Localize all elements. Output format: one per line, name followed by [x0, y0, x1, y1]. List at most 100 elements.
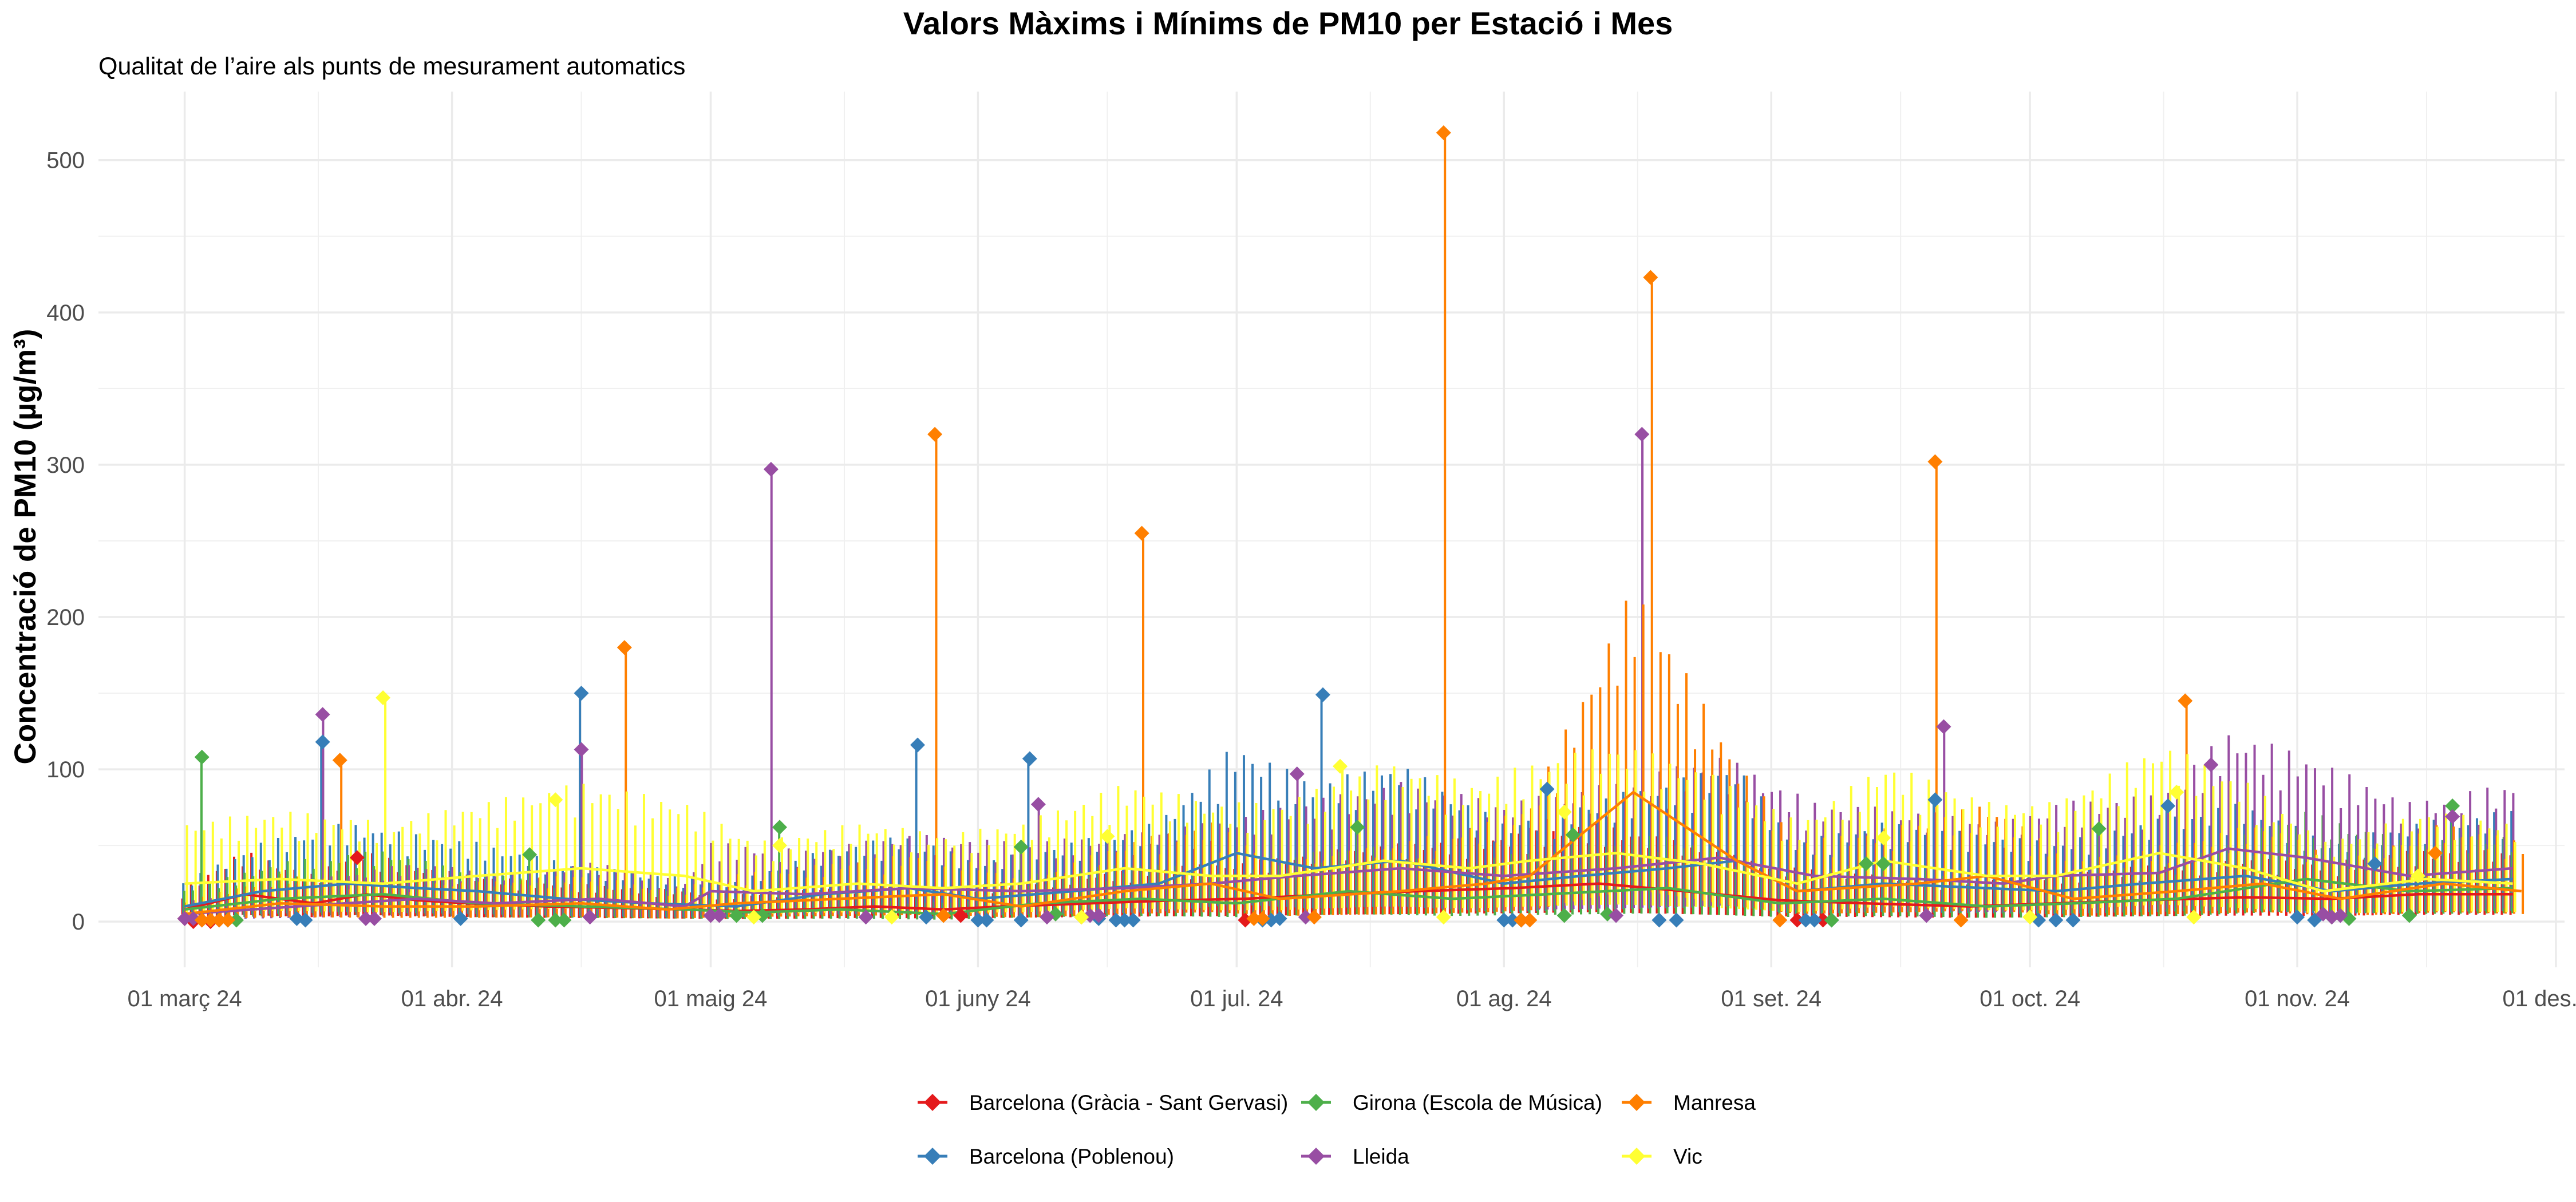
- marker-manresa: [1306, 910, 1322, 925]
- marker-lleida: [858, 910, 874, 925]
- marker-lleida: [1289, 766, 1305, 782]
- marker-manresa: [1134, 525, 1149, 541]
- marker-vic: [884, 910, 899, 925]
- marker-lleida: [1298, 910, 1313, 925]
- marker-manresa: [1953, 912, 1969, 928]
- marker-manresa: [1514, 912, 1529, 928]
- marker-barcelona-poblenou: [574, 686, 589, 701]
- marker-barcelona-poblenou: [970, 912, 986, 928]
- marker-manresa: [211, 912, 227, 928]
- marker-girona-escola-de-musica: [1824, 912, 1839, 928]
- marker-lleida: [1030, 797, 1046, 812]
- marker-lleida: [358, 911, 373, 926]
- marker-manresa: [1436, 125, 1451, 140]
- marker-lleida: [2445, 809, 2460, 824]
- marker-girona-escola-de-musica: [1858, 856, 1874, 872]
- marker-vic: [772, 838, 787, 853]
- marker-barcelona-poblenou: [1652, 912, 1667, 928]
- legend-item: Barcelona (Gràcia - Sant Gervasi): [918, 1091, 1288, 1114]
- marker-barcelona-gracia-sant-gervasi: [1815, 912, 1831, 928]
- marker-lleida: [2203, 757, 2219, 773]
- marker-barcelona-poblenou: [910, 737, 925, 753]
- marker-barcelona-poblenou: [2367, 856, 2383, 872]
- y-tick-label: 300: [46, 453, 85, 478]
- legend-label: Manresa: [1673, 1091, 1756, 1114]
- marker-barcelona-gracia-sant-gervasi: [953, 908, 969, 923]
- legend-item: Manresa: [1622, 1091, 1756, 1114]
- marker-barcelona-poblenou: [979, 912, 994, 928]
- marker-barcelona-poblenou: [453, 911, 468, 926]
- marker-barcelona-poblenou: [1505, 912, 1520, 928]
- series-line-vic: [184, 852, 2513, 893]
- marker-vic: [1100, 829, 1115, 844]
- y-tick-label: 400: [46, 300, 85, 326]
- legend-label: Vic: [1673, 1145, 1702, 1168]
- marker-lleida: [574, 742, 589, 757]
- marker-girona-escola-de-musica: [1350, 820, 1365, 835]
- marker-manresa: [617, 640, 632, 655]
- marker-girona-escola-de-musica: [1565, 827, 1581, 843]
- marker-lleida: [763, 461, 779, 477]
- y-tick-label: 0: [72, 910, 85, 935]
- marker-girona-escola-de-musica: [229, 912, 244, 928]
- marker-manresa: [2428, 845, 2443, 861]
- legend-label: Barcelona (Poblenou): [969, 1145, 1174, 1168]
- marker-girona-escola-de-musica: [2091, 821, 2107, 836]
- marker-lleida: [712, 908, 727, 923]
- marker-lleida: [703, 908, 718, 923]
- marker-girona-escola-de-musica: [772, 820, 787, 835]
- series-line-manresa: [184, 790, 2522, 916]
- x-tick-label: 01 des. 24: [2503, 986, 2576, 1011]
- legend: Barcelona (Gràcia - Sant Gervasi) Barcelo…: [918, 1091, 1756, 1168]
- marker-girona-escola-de-musica: [1556, 908, 1572, 923]
- series-lines: [184, 790, 2522, 916]
- x-tick-label: 01 maig 24: [654, 986, 768, 1011]
- marker-vic: [1876, 830, 1891, 845]
- marker-barcelona-poblenou: [1496, 912, 1512, 928]
- legend-swatch-diamond: [1628, 1094, 1645, 1111]
- marker-girona-escola-de-musica: [194, 749, 210, 765]
- marker-manresa: [1772, 912, 1788, 928]
- marker-lleida: [177, 911, 192, 926]
- marker-manresa: [927, 426, 943, 442]
- marker-vic: [1436, 910, 1451, 925]
- marker-barcelona-poblenou: [1125, 912, 1141, 928]
- marker-barcelona-poblenou: [1669, 912, 1684, 928]
- marker-manresa: [1927, 454, 1943, 469]
- x-tick-label: 01 nov. 24: [2245, 986, 2350, 1011]
- marker-lleida: [1609, 908, 1624, 923]
- legend-swatch-diamond: [1307, 1148, 1325, 1165]
- marker-manresa: [1255, 911, 1270, 926]
- marker-barcelona-poblenou: [298, 912, 313, 928]
- legend-swatch-diamond: [1307, 1094, 1325, 1111]
- marker-girona-escola-de-musica: [548, 912, 563, 928]
- marker-barcelona-poblenou: [1022, 751, 1037, 766]
- y-axis-title: Concentració de PM10 (µg/m³): [9, 329, 42, 765]
- marker-girona-escola-de-musica: [522, 847, 538, 863]
- marker-barcelona-poblenou: [1272, 911, 1287, 926]
- marker-lleida: [315, 707, 330, 722]
- legend-item: Vic: [1622, 1145, 1702, 1168]
- marker-girona-escola-de-musica: [2401, 908, 2417, 923]
- marker-lleida: [1634, 426, 1650, 442]
- marker-barcelona-poblenou: [1117, 912, 1132, 928]
- marker-manresa: [220, 912, 235, 928]
- marker-vic: [376, 690, 391, 706]
- legend-label: Girona (Escola de Música): [1353, 1091, 1602, 1114]
- x-tick-label: 01 abr. 24: [401, 986, 503, 1011]
- y-tick-label: 500: [46, 148, 85, 173]
- marker-vic: [1556, 804, 1572, 820]
- x-tick-label: 01 set. 24: [1721, 986, 1822, 1011]
- marker-lleida: [1919, 908, 1934, 923]
- chart-title: Valors Màxims i Mínims de PM10 per Estac…: [903, 5, 1673, 41]
- marker-manresa: [194, 912, 210, 928]
- marker-barcelona-poblenou: [2048, 912, 2064, 928]
- y-tick-label: 100: [46, 757, 85, 782]
- marker-barcelona-gracia-sant-gervasi: [1789, 912, 1805, 928]
- marker-vic: [548, 792, 563, 808]
- marker-barcelona-poblenou: [1927, 792, 1943, 808]
- legend-label: Lleida: [1353, 1145, 1409, 1168]
- legend-swatch-diamond: [924, 1148, 941, 1165]
- legend-swatch-diamond: [1628, 1148, 1645, 1165]
